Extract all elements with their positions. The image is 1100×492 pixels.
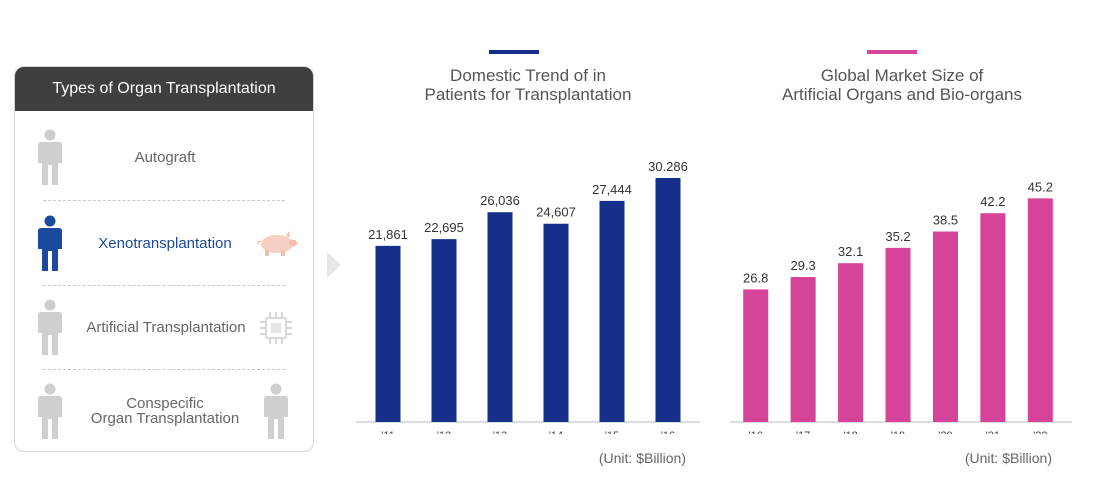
unit-note: (Unit: $Billion)	[598, 450, 686, 466]
bar	[743, 289, 769, 422]
x-tick-label: '14	[549, 430, 563, 434]
chart-title-line: Artificial Organs and Bio-organs	[781, 85, 1022, 104]
type-label-xenotransplantation: Xenotransplantation	[98, 234, 232, 252]
organ-transplant-types-panel: Types of Organ Transplantation Autograft…	[14, 66, 314, 452]
chart-title: Domestic Trend of in Patients for Transp…	[356, 66, 700, 104]
x-tick-label: '20	[938, 430, 952, 434]
data-label: 22,695	[424, 220, 464, 235]
type-item-artificial-transplantation: Artificial Transplantation	[15, 285, 313, 369]
chart-title: Global Market Size of Artificial Organs …	[730, 66, 1074, 104]
row-divider	[43, 285, 285, 286]
chart-title-line: Global Market Size of	[820, 66, 984, 85]
data-label: 45.2	[1028, 179, 1053, 194]
domestic-patients-chart: Domestic Trend of in Patients for Transp…	[356, 44, 700, 474]
title-accent-bar	[489, 50, 539, 54]
data-label: 24,607	[536, 205, 576, 220]
type-label-autograft: Autograft	[134, 148, 196, 166]
bar	[1027, 198, 1053, 422]
type-item-xenotransplantation: Xenotransplantation	[15, 201, 313, 285]
x-tick-label: '12	[437, 430, 451, 434]
bar	[487, 212, 513, 422]
chevron-right-icon	[326, 252, 342, 283]
title-accent-bar	[867, 50, 917, 54]
bar	[543, 223, 569, 422]
type-label-line: Organ Transplantation	[90, 410, 240, 427]
chart-plot: 21,861 '11 22,695 '12 26,036 '13 24,607 '14 27,4…	[356, 159, 700, 434]
type-label-conspecific: Conspecific Organ Transplantation	[75, 369, 255, 451]
row-divider	[43, 369, 285, 370]
x-tick-label: '21	[986, 430, 1000, 434]
x-tick-label: '19	[891, 430, 905, 434]
x-tick-label: '13	[493, 430, 507, 434]
row-divider	[43, 200, 285, 201]
x-tick-label: '16	[749, 430, 763, 434]
chart-title-line: Patients for Transplantation	[424, 85, 632, 104]
bar	[375, 245, 401, 422]
type-item-autograft: Autograft	[15, 115, 313, 199]
chart-plot: 26.8 '16 29.3 '17 32.1 '18 35.2 '19 38.5 '20 42.2 '…	[730, 179, 1072, 434]
data-label: 35.2	[885, 229, 910, 244]
x-tick-label: '17	[796, 430, 810, 434]
person-icon	[263, 383, 289, 441]
bar	[655, 177, 681, 422]
data-label: 26,036	[480, 193, 520, 208]
panel-title: Types of Organ Transplantation	[15, 67, 313, 111]
data-label: 30.286	[648, 159, 688, 174]
data-label: 42.2	[980, 194, 1005, 209]
chart-title-line: Domestic Trend of in	[450, 66, 606, 85]
person-icon	[37, 215, 63, 273]
data-label: 29.3	[790, 258, 815, 273]
data-label: 38.5	[933, 213, 958, 228]
x-tick-label: '11	[381, 430, 395, 434]
person-icon	[37, 383, 63, 441]
x-tick-label: '18	[843, 430, 857, 434]
data-label: 32.1	[838, 244, 863, 259]
pig-icon	[255, 231, 299, 262]
bar	[790, 277, 816, 422]
bar	[932, 231, 958, 422]
unit-note: (Unit: $Billion)	[964, 450, 1052, 466]
type-item-conspecific-transplantation: Conspecific Organ Transplantation	[15, 369, 313, 451]
person-icon	[37, 129, 63, 187]
data-label: 27,444	[592, 182, 632, 197]
type-label-artificial-transplantation: Artificial Transplantation	[86, 318, 246, 336]
chip-icon	[259, 311, 293, 350]
bar	[980, 213, 1006, 422]
global-market-chart: Global Market Size of Artificial Organs …	[730, 44, 1074, 474]
bar	[431, 239, 457, 422]
bar	[885, 247, 911, 422]
type-label-line: Conspecific	[126, 395, 204, 412]
bar	[838, 263, 864, 422]
bar	[599, 200, 625, 422]
x-tick-label: '15	[605, 430, 619, 434]
data-label: 26.8	[743, 270, 768, 285]
data-label: 21,861	[368, 227, 408, 242]
person-icon	[37, 299, 63, 357]
x-tick-label: '16	[661, 430, 675, 434]
x-tick-label: '22	[1033, 430, 1047, 434]
